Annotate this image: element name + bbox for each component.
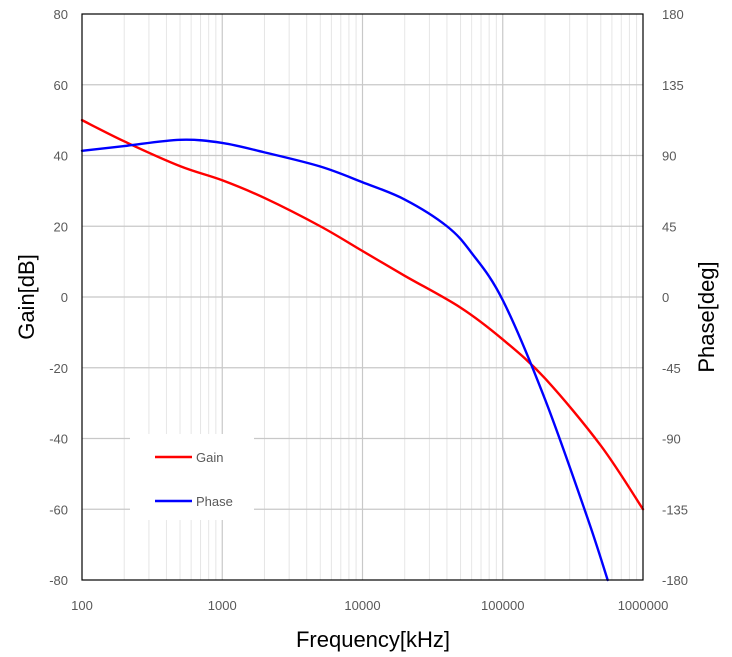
- legend: [130, 434, 254, 520]
- tick-labels: 100 1000 10000 100000 1000000 80 60 40 20 0 -20 -40…: [49, 7, 688, 613]
- x-tick-label: 1000: [208, 598, 237, 613]
- series-layer: [80, 118, 645, 582]
- legend-label-phase: Phase: [196, 494, 233, 509]
- y2-tick-label: 180: [662, 7, 684, 22]
- y-tick-label: -20: [49, 361, 68, 376]
- y2-axis-title: Phase[deg]: [694, 261, 719, 372]
- y2-tick-label: 45: [662, 219, 676, 234]
- y2-tick-label: -90: [662, 432, 681, 447]
- x-tick-label: 100: [71, 598, 93, 613]
- y2-tick-label: -180: [662, 573, 688, 588]
- y2-tick-label: 0: [662, 290, 669, 305]
- y2-tick-label: 135: [662, 78, 684, 93]
- legend-background: [130, 434, 254, 520]
- phase-series-line: [80, 138, 609, 582]
- y-tick-label: 40: [54, 149, 68, 164]
- gain-series-line: [80, 118, 645, 511]
- y2-tick-label: -45: [662, 361, 681, 376]
- y-axis-title: Gain[dB]: [14, 254, 39, 340]
- y2-tick-label: -135: [662, 502, 688, 517]
- legend-items: Gain Phase: [155, 450, 233, 509]
- y-tick-label: 0: [61, 290, 68, 305]
- y-tick-label: -40: [49, 432, 68, 447]
- plot-frame: [81, 13, 644, 581]
- y-tick-label: 60: [54, 78, 68, 93]
- y2-tick-label: 90: [662, 149, 676, 164]
- y-tick-label: 80: [54, 7, 68, 22]
- grid-lines: [82, 14, 643, 580]
- x-tick-label: 100000: [481, 598, 524, 613]
- y-tick-label: -80: [49, 573, 68, 588]
- y-tick-label: 20: [54, 219, 68, 234]
- x-tick-label: 10000: [344, 598, 380, 613]
- x-axis-title: Frequency[kHz]: [296, 627, 450, 652]
- y-tick-label: -60: [49, 502, 68, 517]
- legend-label-gain: Gain: [196, 450, 223, 465]
- x-tick-label: 1000000: [618, 598, 669, 613]
